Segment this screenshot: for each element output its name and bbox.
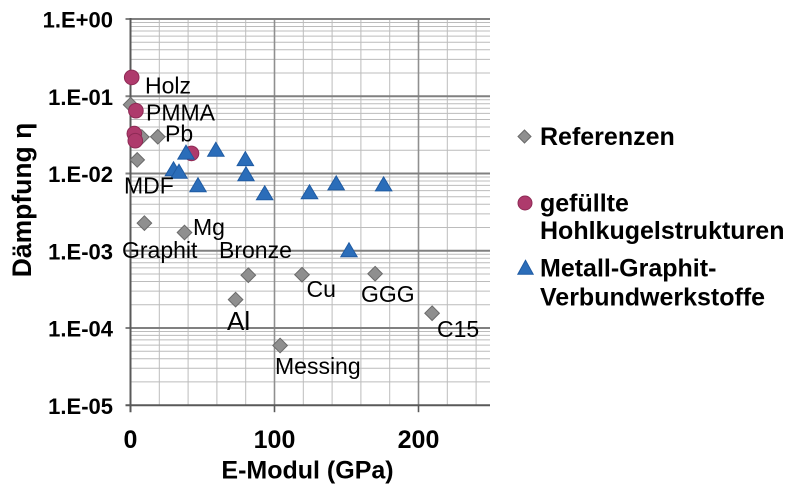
svg-text:0: 0 xyxy=(124,426,138,454)
svg-text:1.E-02: 1.E-02 xyxy=(48,162,113,187)
svg-text:E-Modul (GPa): E-Modul (GPa) xyxy=(221,457,393,485)
svg-text:GGG: GGG xyxy=(361,281,415,307)
svg-text:Mg: Mg xyxy=(193,214,225,240)
svg-text:Graphit: Graphit xyxy=(122,237,198,263)
svg-text:1.E-05: 1.E-05 xyxy=(48,394,113,419)
svg-text:Messing: Messing xyxy=(275,353,361,379)
svg-text:1.E+00: 1.E+00 xyxy=(43,8,113,33)
svg-text:Cu: Cu xyxy=(307,276,336,302)
svg-text:PMMA: PMMA xyxy=(146,100,216,126)
svg-text:100: 100 xyxy=(254,426,296,454)
svg-text:Holz: Holz xyxy=(145,73,191,99)
svg-text:Bronze: Bronze xyxy=(219,237,292,263)
svg-text:Al: Al xyxy=(227,306,250,336)
svg-text:200: 200 xyxy=(398,426,440,454)
svg-text:Pb: Pb xyxy=(165,121,193,147)
svg-text:Referenzen: Referenzen xyxy=(540,123,675,151)
svg-text:1.E-03: 1.E-03 xyxy=(48,239,113,264)
svg-text:1.E-04: 1.E-04 xyxy=(48,317,114,342)
svg-text:Metall-Graphit-: Metall-Graphit- xyxy=(540,255,716,283)
svg-text:1.E-01: 1.E-01 xyxy=(48,85,113,110)
svg-text:gefüllte: gefüllte xyxy=(540,190,629,218)
svg-text:C15: C15 xyxy=(437,316,479,342)
svg-text:Verbundwerkstoffe: Verbundwerkstoffe xyxy=(540,284,765,312)
svg-text:Dämpfung η: Dämpfung η xyxy=(7,123,37,278)
svg-text:MDF: MDF xyxy=(124,173,174,199)
svg-text:Hohlkugelstrukturen: Hohlkugelstrukturen xyxy=(540,217,784,245)
